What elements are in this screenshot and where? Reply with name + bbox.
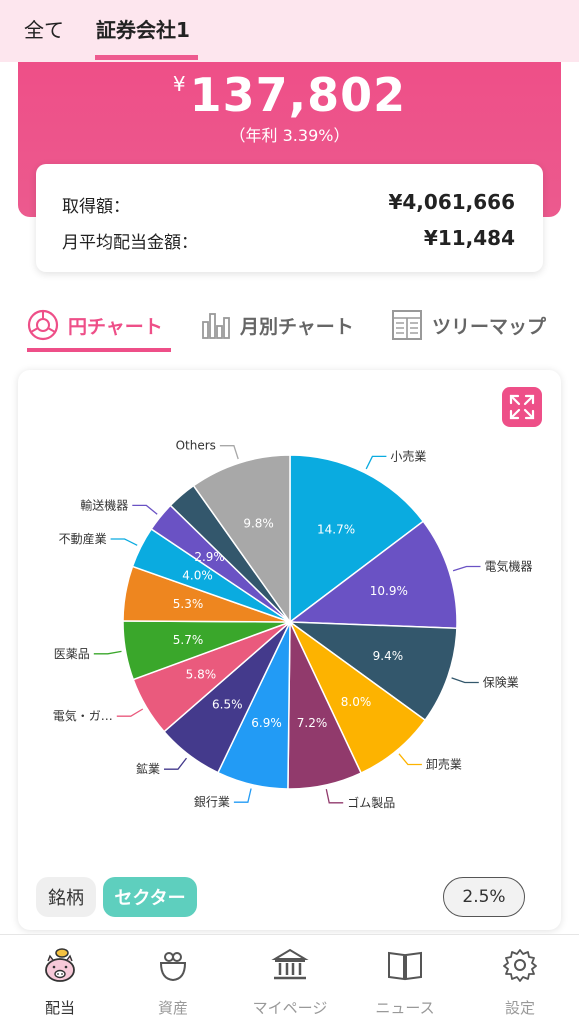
gear-icon (503, 949, 537, 982)
sector-pie-chart[interactable]: 14.7% 小売業 10.9% 電気機器 9.4% 保険業 8.0% 卸売業 7.2% ゴム製品 6… (18, 370, 561, 870)
tab-monthly-chart[interactable]: 月別チャート (198, 300, 354, 350)
others-threshold-button[interactable]: 2.5% (443, 877, 525, 917)
tab-treemap[interactable]: ツリーマップ (390, 300, 546, 350)
slice-category-label: 保険業 (483, 676, 519, 690)
nav-settings[interactable]: 設定 (470, 945, 570, 1021)
slice-leader-line (164, 757, 188, 770)
slice-value-label: 7.2% (297, 716, 328, 730)
summary-card: 取得額： ¥4,061,666 月平均配当金額： ¥11,484 (36, 164, 543, 272)
slice-leader-line (451, 677, 479, 684)
slice-category-label: 小売業 (390, 448, 426, 463)
annual-dividend: ¥137,802 (18, 68, 561, 122)
stock-toggle[interactable]: 銘柄 (36, 877, 96, 917)
slice-leader-line (233, 788, 252, 803)
active-chart-tab-indicator (27, 348, 171, 352)
bottom-navigation: 配当 資産 マイページ ニュース (0, 934, 579, 1024)
nav-dividend[interactable]: 配当 (10, 945, 110, 1021)
chart-card: 14.7% 小売業 10.9% 電気機器 9.4% 保険業 8.0% 卸売業 7.2% ゴム製品 6… (18, 370, 561, 930)
slice-category-label: 不動産業 (59, 531, 107, 546)
nav-assets-label: 資産 (157, 999, 188, 1017)
active-tab-indicator (95, 55, 198, 60)
nav-assets[interactable]: 資産 (123, 945, 223, 1021)
treemap-icon (392, 310, 422, 340)
pie-chart-icon (27, 309, 59, 341)
slice-category-label: 銀行業 (194, 795, 230, 809)
tab-all[interactable]: 全て (24, 18, 64, 42)
slice-leader-line (365, 455, 387, 470)
nav-news-label: ニュース (375, 999, 435, 1017)
nav-mypage-label: マイページ (252, 999, 328, 1017)
currency-symbol: ¥ (172, 72, 186, 96)
coin-purse-icon (159, 952, 187, 982)
pie-slice[interactable] (192, 454, 291, 625)
expand-button[interactable] (502, 387, 542, 427)
nav-settings-label: 設定 (504, 999, 535, 1017)
slice-value-label: 5.7% (173, 633, 204, 647)
slice-leader-line (219, 445, 239, 460)
pie-slice[interactable] (287, 520, 458, 630)
slice-value-label: 6.9% (251, 716, 282, 730)
acquisition-label: 取得額： (62, 197, 130, 217)
pie-slice[interactable] (289, 454, 425, 624)
slice-value-label: 5.3% (173, 597, 204, 611)
sector-toggle[interactable]: セクター (103, 877, 197, 917)
slice-leader-line (132, 504, 158, 515)
tab-pie-chart[interactable]: 円チャート (26, 300, 163, 350)
slice-category-label: Others (176, 439, 216, 453)
nav-mypage[interactable]: マイページ (240, 945, 340, 1021)
piggy-bank-icon (45, 948, 75, 982)
slice-leader-line (452, 565, 481, 572)
slice-value-label: 14.7% (317, 522, 355, 536)
tab-pie-chart-label: 円チャート (68, 315, 163, 338)
slice-category-label: 電気機器 (485, 559, 533, 574)
monthly-average-value: ¥11,484 (423, 226, 515, 250)
slice-leader-line (93, 650, 122, 655)
tab-monthly-chart-label: 月別チャート (240, 315, 354, 338)
slice-value-label: 8.0% (341, 695, 372, 709)
slice-category-label: 鉱業 (136, 761, 160, 776)
slice-leader-line (398, 753, 422, 766)
nav-news[interactable]: ニュース (355, 945, 455, 1021)
book-icon (388, 951, 422, 981)
slice-category-label: 卸売業 (426, 757, 462, 772)
slice-value-label: 2.9% (194, 550, 225, 564)
slice-category-label: 輸送機器 (80, 497, 128, 512)
slice-value-label: 9.8% (243, 516, 274, 530)
annual-yield: （年利 3.39%） (229, 126, 350, 145)
tab-treemap-label: ツリーマップ (432, 315, 547, 338)
nav-dividend-label: 配当 (44, 999, 75, 1017)
expand-icon (509, 394, 535, 420)
acquisition-value: ¥4,061,666 (388, 190, 515, 214)
slice-category-label: 医薬品 (54, 647, 90, 661)
slice-leader-line (110, 538, 138, 546)
annual-dividend-amount: 137,802 (189, 68, 407, 122)
monthly-average-label: 月平均配当金額： (62, 233, 198, 253)
slice-value-label: 5.8% (186, 668, 217, 682)
slice-leader-line (325, 788, 344, 804)
bank-icon (271, 948, 309, 980)
slice-value-label: 4.0% (182, 569, 213, 583)
slice-value-label: 6.5% (212, 697, 243, 711)
slice-category-label: 電気・ガ… (53, 708, 113, 723)
tab-broker-1[interactable]: 証券会社1 (96, 18, 190, 42)
bar-chart-icon (202, 313, 230, 339)
chart-type-tabs: 円チャート 月別チャート ツリーマップ (0, 300, 579, 356)
slice-value-label: 9.4% (373, 649, 404, 663)
account-tabs: 全て 証券会社1 (0, 0, 579, 62)
slice-leader-line (116, 708, 144, 717)
pie-slice[interactable] (287, 621, 458, 722)
slice-category-label: ゴム製品 (347, 795, 395, 810)
slice-value-label: 10.9% (370, 584, 408, 598)
